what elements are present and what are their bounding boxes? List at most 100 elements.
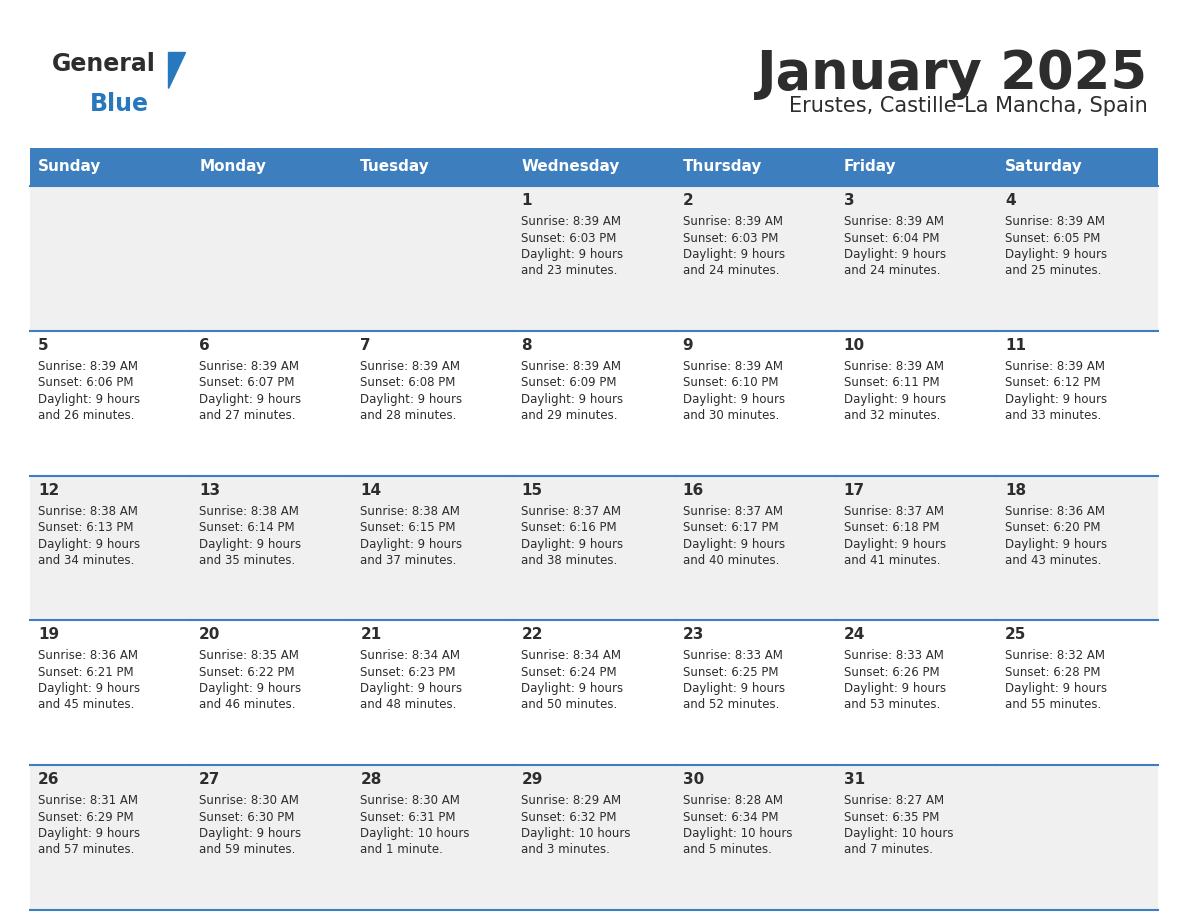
Text: Sunset: 6:09 PM: Sunset: 6:09 PM <box>522 376 617 389</box>
Text: Daylight: 9 hours
and 57 minutes.: Daylight: 9 hours and 57 minutes. <box>38 827 140 856</box>
Text: Saturday: Saturday <box>1005 160 1082 174</box>
Text: Sunset: 6:12 PM: Sunset: 6:12 PM <box>1005 376 1100 389</box>
Text: Sunrise: 8:35 AM: Sunrise: 8:35 AM <box>200 649 299 663</box>
Text: Sunrise: 8:39 AM: Sunrise: 8:39 AM <box>38 360 138 373</box>
Bar <box>675 621 835 766</box>
Text: Sunset: 6:34 PM: Sunset: 6:34 PM <box>683 811 778 823</box>
Bar <box>30 330 191 476</box>
Text: Daylight: 9 hours
and 30 minutes.: Daylight: 9 hours and 30 minutes. <box>683 393 785 421</box>
Text: Sunset: 6:04 PM: Sunset: 6:04 PM <box>843 231 940 244</box>
Text: Daylight: 9 hours
and 29 minutes.: Daylight: 9 hours and 29 minutes. <box>522 393 624 421</box>
Text: Sunrise: 8:33 AM: Sunrise: 8:33 AM <box>843 649 943 663</box>
Text: Friday: Friday <box>843 160 896 174</box>
Text: Thursday: Thursday <box>683 160 762 174</box>
Bar <box>675 186 835 330</box>
Text: Sunrise: 8:38 AM: Sunrise: 8:38 AM <box>200 505 299 518</box>
Text: Sunrise: 8:30 AM: Sunrise: 8:30 AM <box>200 794 299 807</box>
Text: Sunset: 6:28 PM: Sunset: 6:28 PM <box>1005 666 1100 679</box>
Text: Sunrise: 8:33 AM: Sunrise: 8:33 AM <box>683 649 783 663</box>
Text: Sunset: 6:24 PM: Sunset: 6:24 PM <box>522 666 617 679</box>
Text: General: General <box>52 52 156 76</box>
Text: 4: 4 <box>1005 193 1016 208</box>
Text: Sunrise: 8:39 AM: Sunrise: 8:39 AM <box>522 360 621 373</box>
Bar <box>675 766 835 910</box>
Bar <box>353 186 513 330</box>
Bar <box>30 476 191 621</box>
Text: Sunset: 6:07 PM: Sunset: 6:07 PM <box>200 376 295 389</box>
Bar <box>997 476 1158 621</box>
Text: Daylight: 9 hours
and 53 minutes.: Daylight: 9 hours and 53 minutes. <box>843 682 946 711</box>
Text: Daylight: 9 hours
and 37 minutes.: Daylight: 9 hours and 37 minutes. <box>360 538 462 566</box>
Bar <box>353 476 513 621</box>
Text: Sunset: 6:16 PM: Sunset: 6:16 PM <box>522 521 617 534</box>
Text: Wednesday: Wednesday <box>522 160 620 174</box>
Bar <box>997 766 1158 910</box>
Text: 30: 30 <box>683 772 703 788</box>
Text: 13: 13 <box>200 483 220 498</box>
Text: 29: 29 <box>522 772 543 788</box>
Text: Sunrise: 8:34 AM: Sunrise: 8:34 AM <box>522 649 621 663</box>
Text: Sunday: Sunday <box>38 160 101 174</box>
Text: Sunset: 6:23 PM: Sunset: 6:23 PM <box>360 666 456 679</box>
Bar <box>513 186 675 330</box>
Bar <box>30 148 191 186</box>
Bar <box>513 621 675 766</box>
Text: 25: 25 <box>1005 627 1026 643</box>
Text: Daylight: 9 hours
and 28 minutes.: Daylight: 9 hours and 28 minutes. <box>360 393 462 421</box>
Text: 17: 17 <box>843 483 865 498</box>
Text: Sunset: 6:17 PM: Sunset: 6:17 PM <box>683 521 778 534</box>
Bar <box>191 621 353 766</box>
Bar <box>513 476 675 621</box>
Bar <box>675 330 835 476</box>
Text: 5: 5 <box>38 338 49 353</box>
Text: Sunrise: 8:31 AM: Sunrise: 8:31 AM <box>38 794 138 807</box>
Text: Daylight: 9 hours
and 23 minutes.: Daylight: 9 hours and 23 minutes. <box>522 248 624 277</box>
Text: Daylight: 9 hours
and 41 minutes.: Daylight: 9 hours and 41 minutes. <box>843 538 946 566</box>
Text: Daylight: 9 hours
and 24 minutes.: Daylight: 9 hours and 24 minutes. <box>683 248 785 277</box>
Text: 31: 31 <box>843 772 865 788</box>
Text: 11: 11 <box>1005 338 1026 353</box>
Text: Sunset: 6:21 PM: Sunset: 6:21 PM <box>38 666 133 679</box>
Text: Daylight: 10 hours
and 5 minutes.: Daylight: 10 hours and 5 minutes. <box>683 827 792 856</box>
Text: Sunset: 6:35 PM: Sunset: 6:35 PM <box>843 811 939 823</box>
Text: 19: 19 <box>38 627 59 643</box>
Text: Sunrise: 8:39 AM: Sunrise: 8:39 AM <box>200 360 299 373</box>
Bar <box>191 330 353 476</box>
Bar <box>835 186 997 330</box>
Bar <box>30 621 191 766</box>
Text: Sunset: 6:08 PM: Sunset: 6:08 PM <box>360 376 456 389</box>
Text: 8: 8 <box>522 338 532 353</box>
Text: 26: 26 <box>38 772 59 788</box>
Text: Sunrise: 8:39 AM: Sunrise: 8:39 AM <box>522 215 621 228</box>
Bar <box>835 330 997 476</box>
Text: Sunrise: 8:36 AM: Sunrise: 8:36 AM <box>38 649 138 663</box>
Text: 27: 27 <box>200 772 221 788</box>
Text: Sunset: 6:15 PM: Sunset: 6:15 PM <box>360 521 456 534</box>
Bar <box>513 148 675 186</box>
Text: 22: 22 <box>522 627 543 643</box>
Text: 15: 15 <box>522 483 543 498</box>
Bar <box>353 330 513 476</box>
Text: Daylight: 9 hours
and 40 minutes.: Daylight: 9 hours and 40 minutes. <box>683 538 785 566</box>
Text: Sunset: 6:10 PM: Sunset: 6:10 PM <box>683 376 778 389</box>
Text: 20: 20 <box>200 627 221 643</box>
Bar <box>30 766 191 910</box>
Text: Sunrise: 8:39 AM: Sunrise: 8:39 AM <box>1005 360 1105 373</box>
Text: Daylight: 9 hours
and 26 minutes.: Daylight: 9 hours and 26 minutes. <box>38 393 140 421</box>
Text: Daylight: 9 hours
and 50 minutes.: Daylight: 9 hours and 50 minutes. <box>522 682 624 711</box>
Text: Sunset: 6:25 PM: Sunset: 6:25 PM <box>683 666 778 679</box>
Text: Sunrise: 8:39 AM: Sunrise: 8:39 AM <box>843 215 943 228</box>
Text: Blue: Blue <box>90 92 148 116</box>
Text: 7: 7 <box>360 338 371 353</box>
Text: Sunset: 6:13 PM: Sunset: 6:13 PM <box>38 521 133 534</box>
Text: Sunrise: 8:39 AM: Sunrise: 8:39 AM <box>843 360 943 373</box>
Text: 23: 23 <box>683 627 704 643</box>
Text: Sunset: 6:22 PM: Sunset: 6:22 PM <box>200 666 295 679</box>
Text: Daylight: 9 hours
and 48 minutes.: Daylight: 9 hours and 48 minutes. <box>360 682 462 711</box>
Text: Daylight: 9 hours
and 34 minutes.: Daylight: 9 hours and 34 minutes. <box>38 538 140 566</box>
Text: Daylight: 10 hours
and 3 minutes.: Daylight: 10 hours and 3 minutes. <box>522 827 631 856</box>
Text: Daylight: 9 hours
and 38 minutes.: Daylight: 9 hours and 38 minutes. <box>522 538 624 566</box>
Text: Sunrise: 8:39 AM: Sunrise: 8:39 AM <box>683 360 783 373</box>
Bar <box>191 186 353 330</box>
Text: 14: 14 <box>360 483 381 498</box>
